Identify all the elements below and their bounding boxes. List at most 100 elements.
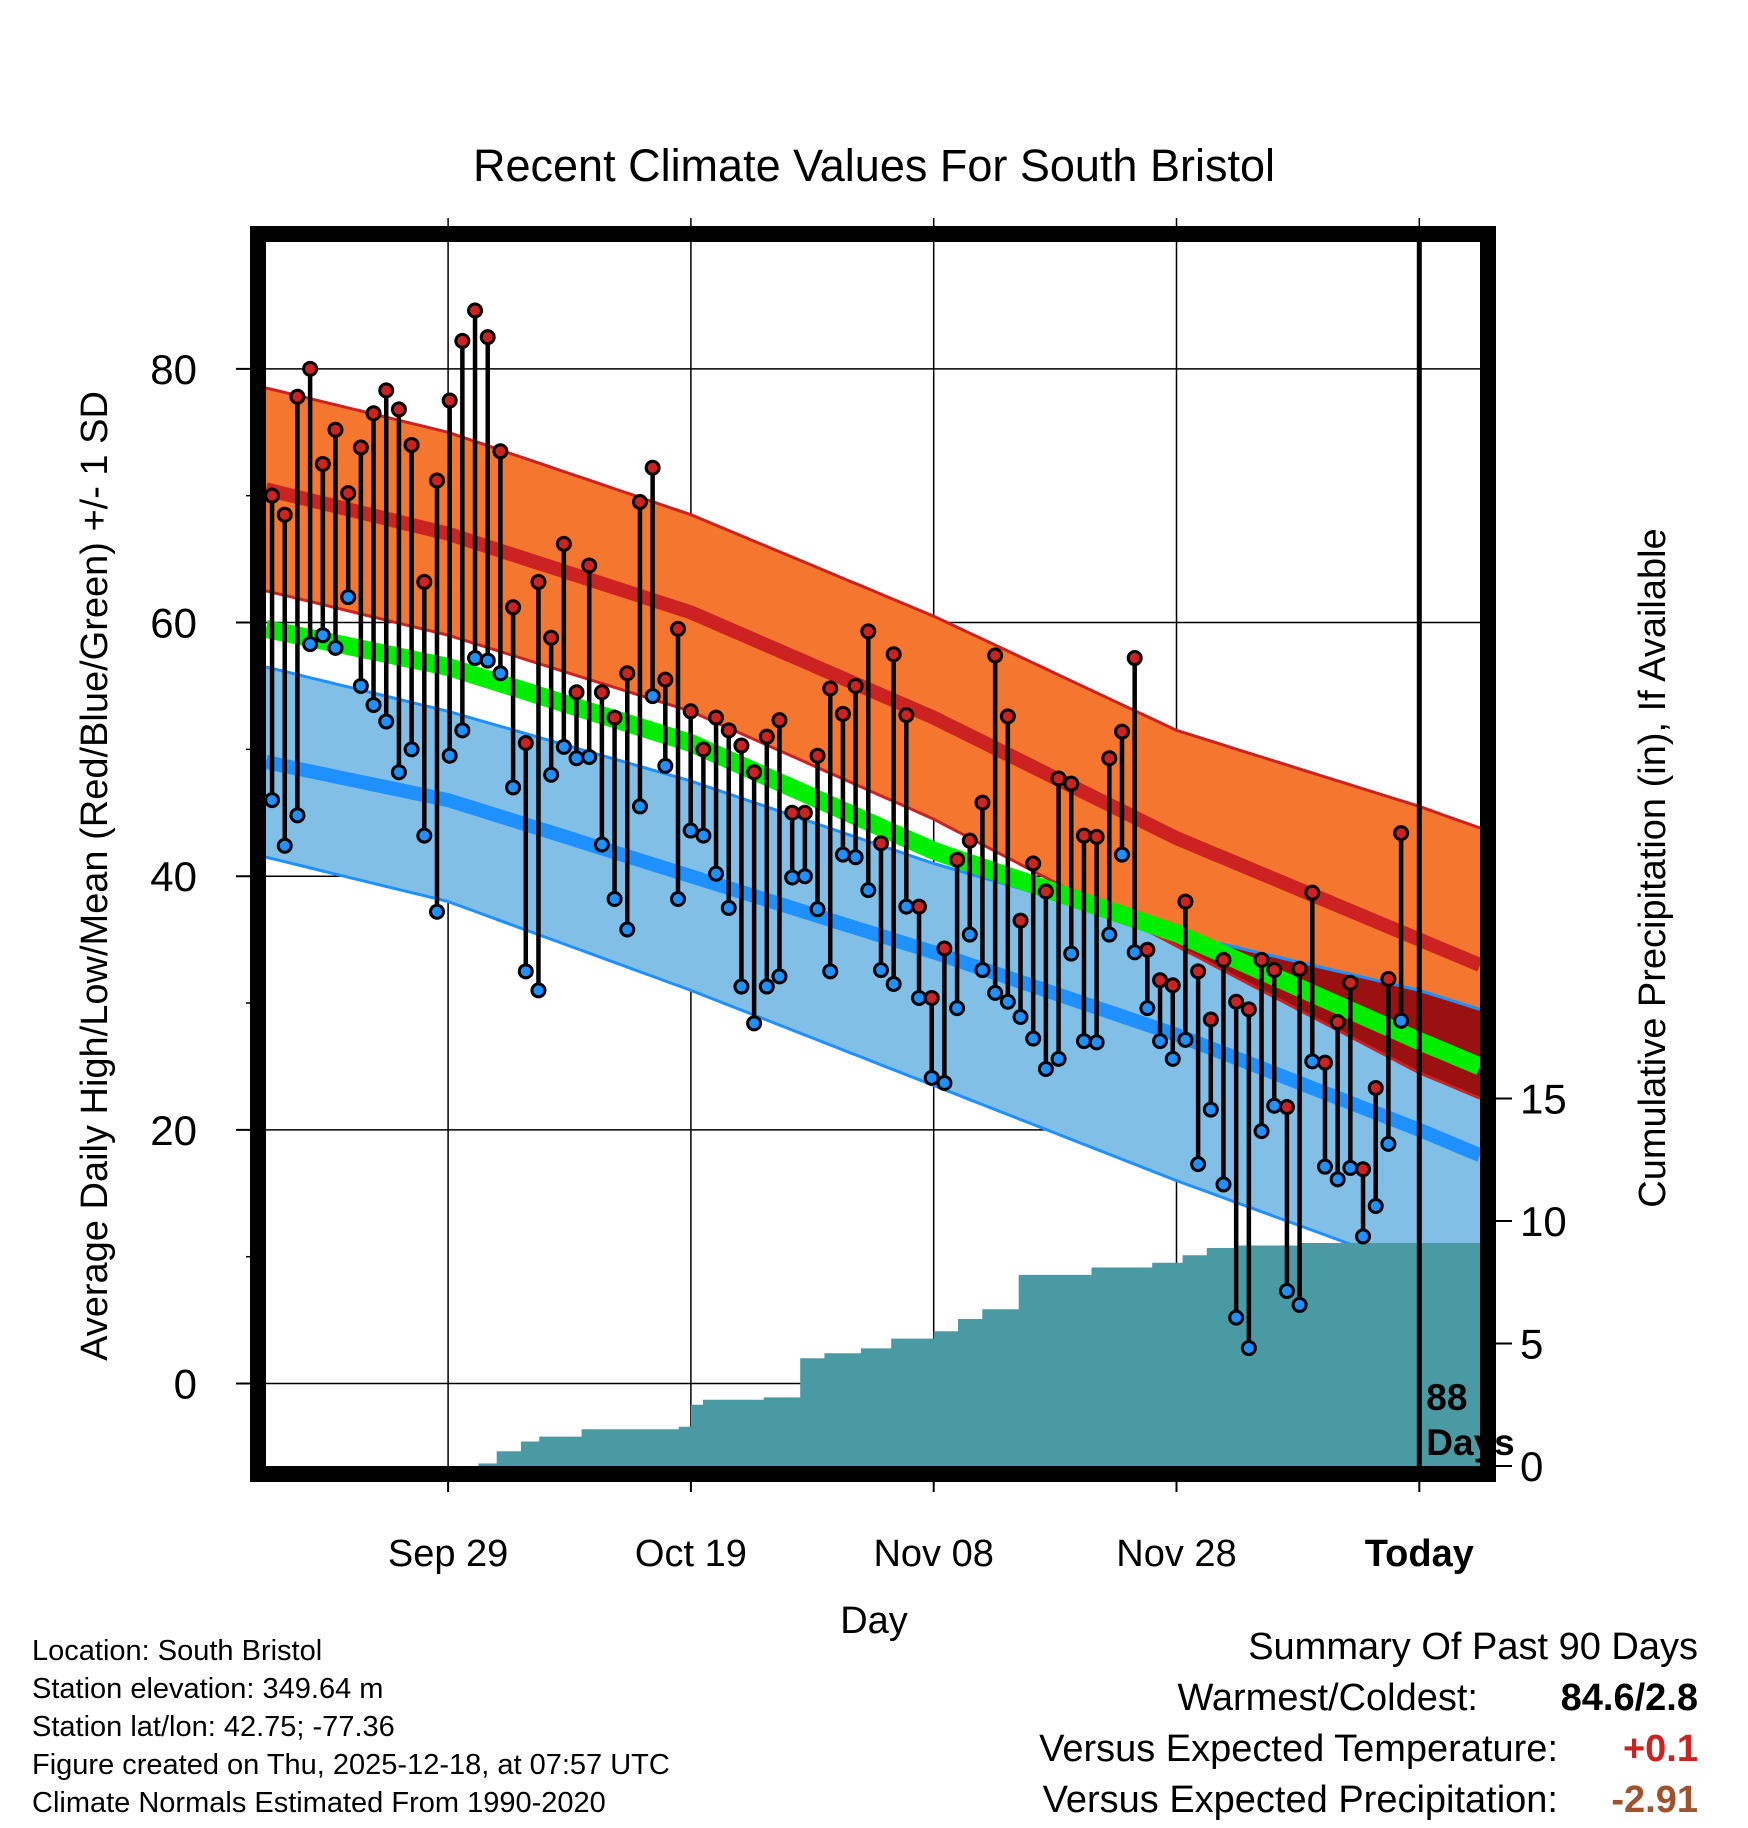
daily-low-point — [378, 713, 395, 730]
y-tick-label: 0 — [174, 1361, 197, 1408]
daily-high-point — [1012, 912, 1029, 929]
daily-low-point — [796, 868, 813, 885]
daily-low-point — [809, 901, 826, 918]
daily-low-point — [403, 741, 420, 758]
daily-low-point — [1126, 944, 1143, 961]
daily-high-point — [1342, 974, 1359, 991]
normal-low-line — [266, 755, 1480, 1162]
daily-high-point — [1101, 750, 1118, 767]
daily-high-point — [1304, 884, 1321, 901]
daily-high-point — [1329, 1014, 1346, 1031]
daily-low-point — [340, 589, 357, 606]
daily-high-point — [746, 764, 763, 781]
daily-low-point — [1367, 1197, 1384, 1214]
daily-low-point — [593, 836, 610, 853]
daily-high-point — [733, 737, 750, 754]
daily-high-point — [505, 599, 522, 616]
daily-high-point — [266, 487, 281, 504]
daily-high-point — [1278, 1099, 1295, 1116]
daily-low-point — [822, 963, 839, 980]
daily-high-point — [352, 439, 369, 456]
daily-low-point — [733, 978, 750, 995]
summary-temperature: Versus Expected Temperature: +0.1 — [1039, 1724, 1698, 1775]
daily-high-point — [898, 707, 915, 724]
daily-high-point — [1063, 775, 1080, 792]
daily-low-point — [1050, 1050, 1067, 1067]
daily-high-point — [568, 684, 585, 701]
daily-low-point — [923, 1069, 940, 1086]
daily-high-point — [327, 421, 344, 438]
daily-low-point — [1329, 1171, 1346, 1188]
daily-low-point — [999, 993, 1016, 1010]
daily-high-point — [644, 459, 661, 476]
daily-high-point — [1075, 827, 1092, 844]
plot-area — [266, 242, 1480, 1466]
daily-low-point — [1190, 1156, 1207, 1173]
daily-low-point — [695, 827, 712, 844]
y2-tick-label: 15 — [1520, 1076, 1567, 1123]
daily-low-point — [1304, 1053, 1321, 1070]
daily-high-point — [1037, 883, 1054, 900]
daily-low-point — [505, 779, 522, 796]
daily-high-point — [314, 455, 331, 472]
daily-low-point — [949, 1000, 966, 1017]
daily-high-point — [1253, 951, 1270, 968]
today-days-label: Days — [1426, 1422, 1514, 1463]
daily-low-point — [1215, 1176, 1232, 1193]
daily-low-point — [1266, 1097, 1283, 1114]
daily-high-point — [479, 329, 496, 346]
low-lower-sd-line — [266, 855, 1480, 1284]
daily-high-point — [923, 989, 940, 1006]
low-sd-band — [266, 666, 1480, 1283]
daily-low-point — [1075, 1033, 1092, 1050]
today-days-count: 88 — [1426, 1377, 1467, 1418]
daily-low-point — [390, 764, 407, 781]
daily-low-point — [746, 1015, 763, 1032]
daily-low-point — [1253, 1123, 1270, 1140]
station-info: Location: South Bristol Station elevatio… — [32, 1632, 670, 1822]
daily-low-point — [1291, 1296, 1308, 1313]
daily-low-point — [492, 665, 509, 682]
daily-low-point — [1316, 1158, 1333, 1175]
info-elevation: Station elevation: 349.64 m — [32, 1673, 384, 1705]
daily-high-point — [847, 677, 864, 694]
daily-high-point — [999, 708, 1016, 725]
daily-low-point — [961, 926, 978, 943]
y-tick-label: 20 — [150, 1107, 197, 1154]
daily-high-point — [390, 401, 407, 418]
x-tick-label: Nov 28 — [1116, 1533, 1236, 1575]
daily-low-point — [784, 869, 801, 886]
daily-high-point — [543, 629, 560, 646]
daily-low-point — [1114, 846, 1131, 863]
daily-low-point — [327, 639, 344, 656]
y-tick-label: 80 — [150, 346, 197, 393]
daily-high-point — [530, 573, 547, 590]
daily-high-point — [1177, 893, 1194, 910]
daily-low-point — [1380, 1135, 1397, 1152]
daily-high-point — [1228, 993, 1245, 1010]
daily-high-point — [771, 712, 788, 729]
normal-mean-line — [266, 620, 1480, 1075]
daily-high-point — [1050, 770, 1067, 787]
daily-high-point — [949, 851, 966, 868]
daily-low-point — [898, 898, 915, 915]
daily-high-point — [657, 671, 674, 688]
daily-low-point — [530, 982, 547, 999]
temp-label: Versus Expected Temperature: — [1039, 1728, 1558, 1770]
summary-title: Summary Of Past 90 Days — [1248, 1626, 1698, 1668]
daily-high-point — [1025, 855, 1042, 872]
daily-high-point — [517, 735, 534, 752]
daily-low-point — [682, 822, 699, 839]
daily-high-point — [758, 728, 775, 745]
daily-low-point — [1139, 1000, 1156, 1017]
info-latlon: Station lat/lon: 42.75; -77.36 — [32, 1711, 395, 1743]
daily-low-point — [670, 891, 687, 908]
daily-high-point — [822, 680, 839, 697]
daily-low-point — [428, 903, 445, 920]
daily-high-point — [670, 620, 687, 637]
chart-title: Recent Climate Values For South Bristol — [473, 140, 1275, 191]
high-sd-band — [266, 387, 1480, 1099]
daily-low-point — [606, 891, 623, 908]
daily-low-point — [708, 865, 725, 882]
daily-low-point — [631, 798, 648, 815]
